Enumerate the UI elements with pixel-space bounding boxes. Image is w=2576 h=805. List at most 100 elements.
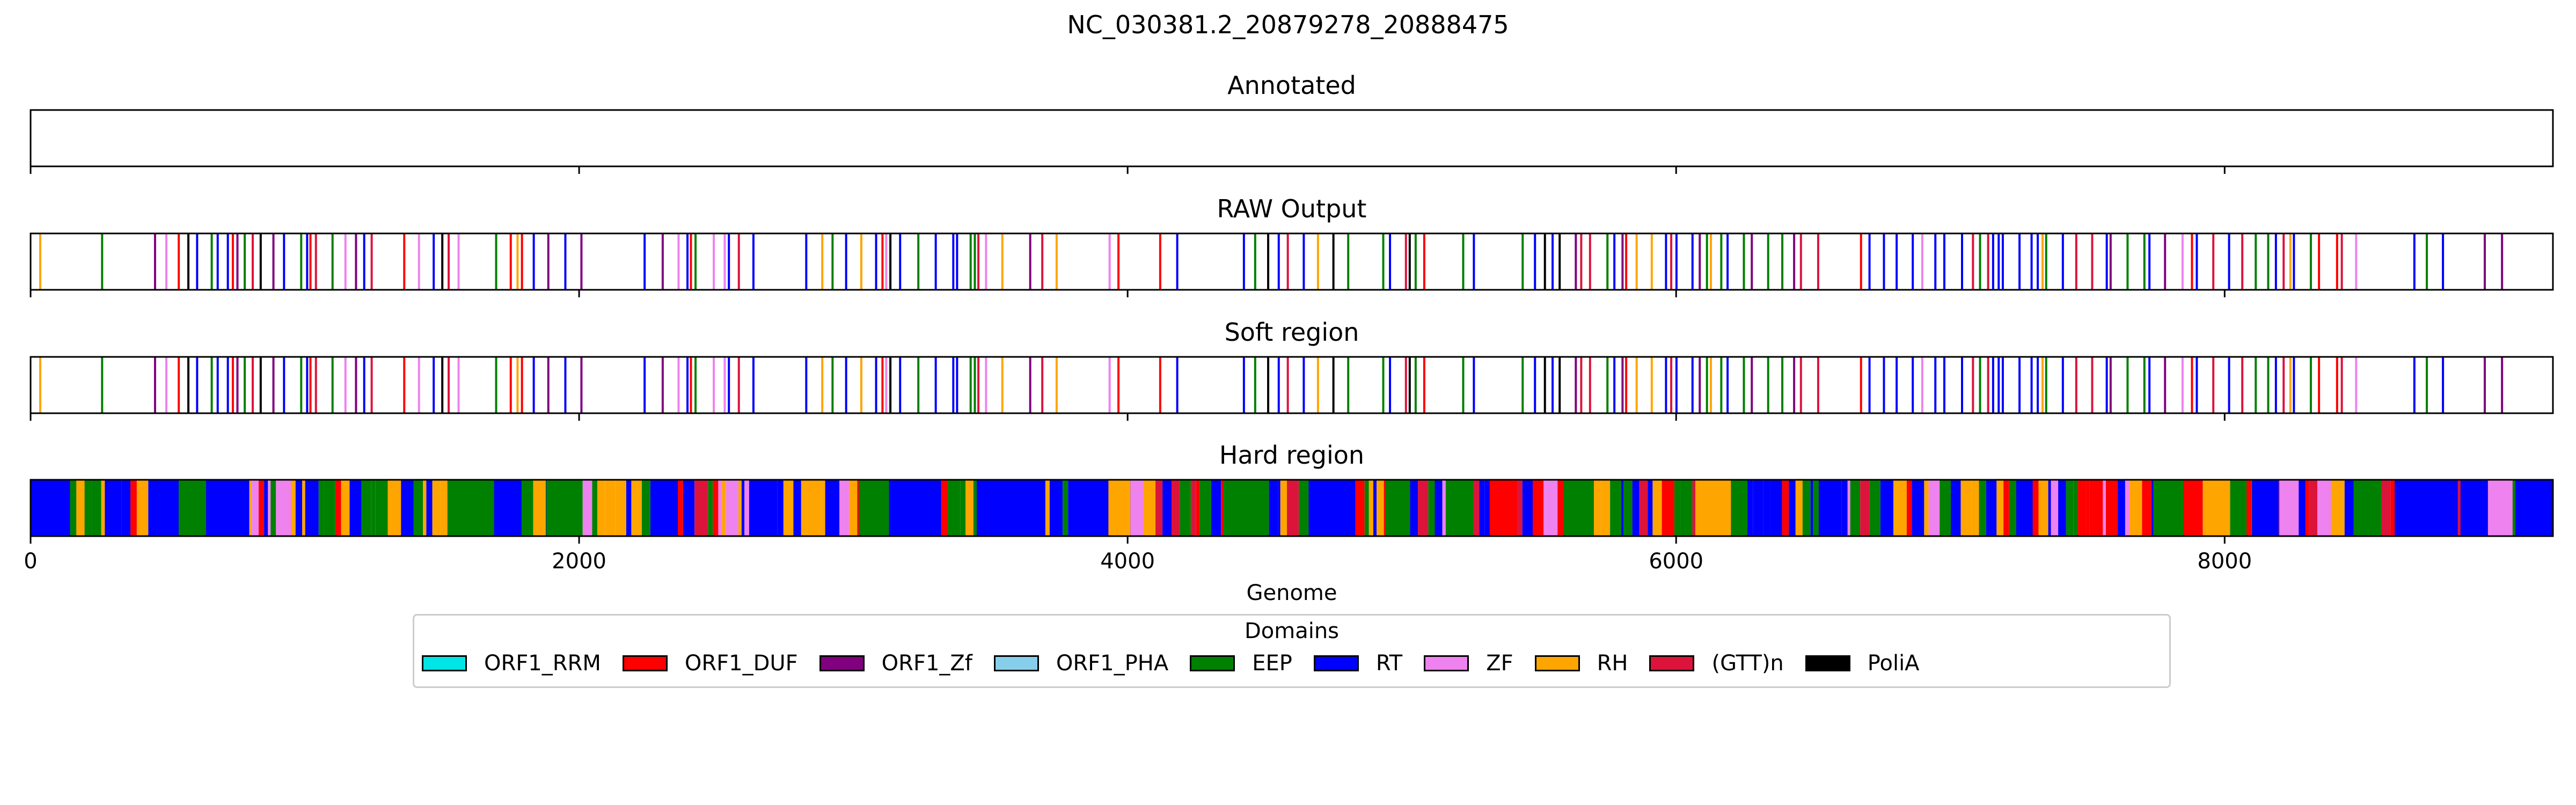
feature-block bbox=[859, 480, 889, 536]
feature-block bbox=[2456, 480, 2462, 536]
feature-block bbox=[1979, 480, 1986, 536]
feature-block bbox=[1850, 480, 1861, 536]
feature-block bbox=[1280, 480, 1287, 536]
feature-block bbox=[1924, 480, 1929, 536]
feature-block bbox=[1072, 480, 1106, 536]
feature-block bbox=[631, 480, 642, 536]
feature-block bbox=[432, 480, 441, 536]
feature-block bbox=[2202, 480, 2230, 536]
feature-block bbox=[658, 480, 678, 536]
feature-block bbox=[718, 480, 722, 536]
legend-label: (GTT)n bbox=[1711, 651, 1784, 676]
feature-block bbox=[2125, 480, 2130, 536]
feature-block bbox=[793, 480, 801, 536]
legend-swatch bbox=[1424, 655, 1469, 671]
feature-block bbox=[1731, 480, 1748, 536]
feature-block bbox=[1847, 480, 1850, 536]
feature-block bbox=[1269, 480, 1278, 536]
legend-item: EEP bbox=[1190, 651, 1292, 676]
feature-block bbox=[2051, 480, 2059, 536]
feature-block bbox=[592, 480, 598, 536]
feature-block bbox=[2009, 480, 2018, 536]
feature-block bbox=[2086, 480, 2090, 536]
feature-block bbox=[1906, 480, 1912, 536]
feature-block bbox=[375, 480, 388, 536]
feature-block bbox=[1489, 480, 1517, 536]
feature-block bbox=[615, 480, 626, 536]
feature-block bbox=[2105, 480, 2118, 536]
feature-block bbox=[2103, 480, 2106, 536]
feature-block bbox=[1869, 480, 1880, 536]
feature-block bbox=[2252, 480, 2272, 536]
feature-block bbox=[2279, 480, 2299, 536]
track-title: Annotated bbox=[1227, 71, 1356, 100]
feature-block bbox=[105, 480, 116, 536]
feature-block bbox=[801, 480, 807, 536]
feature-block bbox=[178, 480, 207, 536]
feature-block bbox=[1377, 480, 1384, 536]
legend-item: ORF1_Zf bbox=[819, 651, 972, 676]
feature-block bbox=[2073, 480, 2079, 536]
feature-block bbox=[1546, 480, 1558, 536]
feature-block bbox=[101, 480, 105, 536]
track-title: Hard region bbox=[1219, 441, 1364, 470]
x-axis-label: Genome bbox=[1246, 581, 1337, 605]
track-title: RAW Output bbox=[1217, 194, 1367, 223]
feature-block bbox=[2317, 480, 2331, 536]
legend-item: ORF1_DUF bbox=[622, 651, 798, 676]
feature-block bbox=[1211, 480, 1221, 536]
feature-block bbox=[1278, 480, 1280, 536]
feature-block bbox=[1108, 480, 1131, 536]
feature-block bbox=[130, 480, 137, 536]
legend: Domains ORF1_RRM ORF1_DUF ORF1_Zf ORF1_PHA E… bbox=[413, 614, 2171, 688]
feature-block bbox=[726, 480, 738, 536]
x-tick-label: 2000 bbox=[552, 549, 606, 574]
feature-block bbox=[2153, 480, 2184, 536]
feature-block bbox=[738, 480, 742, 536]
feature-block bbox=[2078, 480, 2087, 536]
feature-block bbox=[206, 480, 245, 536]
feature-block bbox=[361, 480, 371, 536]
feature-block bbox=[115, 480, 122, 536]
feature-block bbox=[1532, 480, 1544, 536]
feature-block bbox=[2344, 480, 2356, 536]
feature-block bbox=[2058, 480, 2066, 536]
feature-block bbox=[91, 480, 101, 536]
feature-block bbox=[324, 480, 335, 536]
feature-block bbox=[423, 480, 427, 536]
feature-block bbox=[1621, 480, 1623, 536]
feature-block bbox=[533, 480, 546, 536]
feature-block bbox=[1180, 480, 1191, 536]
figure-title: NC_030381.2_20879278_20888475 bbox=[1067, 10, 1509, 39]
feature-block bbox=[1652, 480, 1662, 536]
feature-block bbox=[2487, 480, 2513, 536]
feature-block bbox=[683, 480, 695, 536]
feature-block bbox=[121, 480, 131, 536]
feature-block bbox=[1199, 480, 1211, 536]
feature-block bbox=[977, 480, 1045, 536]
feature-block bbox=[2353, 480, 2379, 536]
feature-block bbox=[849, 480, 858, 536]
feature-block bbox=[1601, 480, 1611, 536]
feature-block bbox=[136, 480, 149, 536]
feature-block bbox=[2515, 480, 2553, 536]
legend-swatch bbox=[819, 655, 865, 671]
feature-block bbox=[1522, 480, 1533, 536]
feature-block bbox=[302, 480, 305, 536]
feature-block bbox=[889, 480, 941, 536]
feature-block bbox=[1951, 480, 1961, 536]
feature-block bbox=[259, 480, 265, 536]
feature-block bbox=[2089, 480, 2103, 536]
feature-block bbox=[1162, 480, 1172, 536]
feature-block bbox=[777, 480, 784, 536]
feature-block bbox=[1789, 480, 1796, 536]
feature-block bbox=[1971, 480, 1979, 536]
feature-block bbox=[270, 480, 276, 536]
feature-block bbox=[1299, 480, 1312, 536]
feature-block bbox=[1479, 480, 1485, 536]
legend-label: RH bbox=[1597, 651, 1628, 676]
feature-block bbox=[2309, 480, 2318, 536]
feature-block bbox=[1648, 480, 1653, 536]
x-tick-label: 6000 bbox=[1649, 549, 1703, 574]
